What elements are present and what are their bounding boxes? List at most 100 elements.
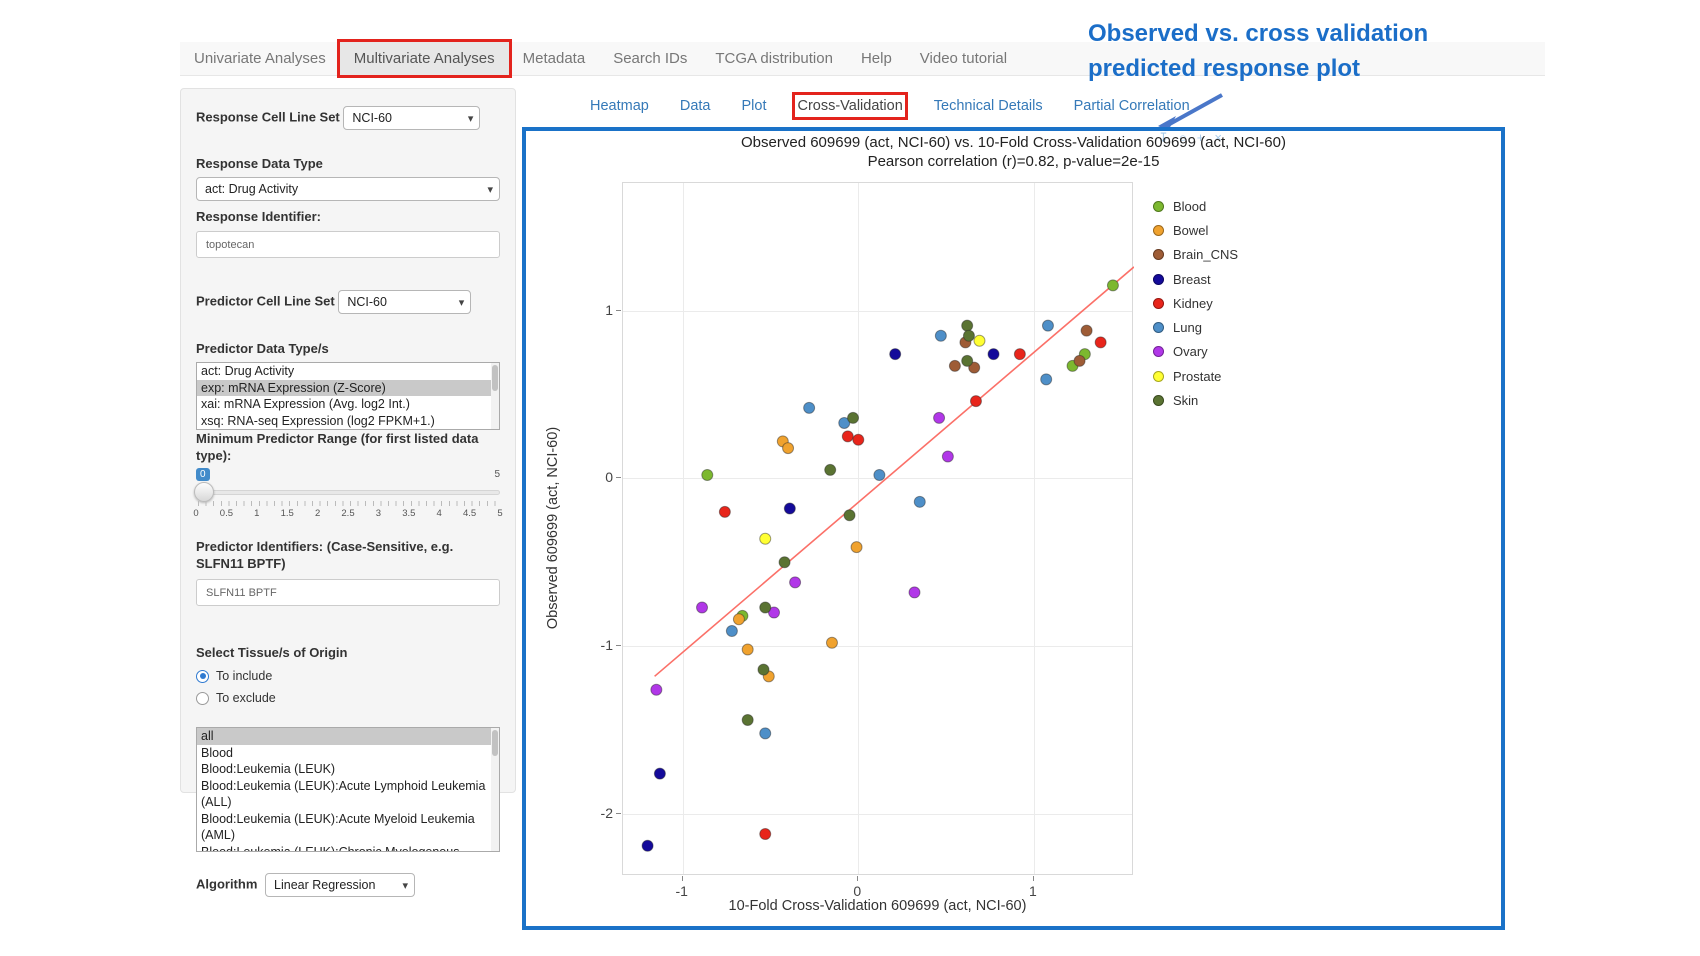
zoom-icon[interactable]: ○	[1178, 130, 1187, 145]
data-point-bowel[interactable]	[850, 541, 863, 554]
predictor-data-types-listbox[interactable]: act: Drug Activity exp: mRNA Expression (…	[196, 362, 500, 430]
data-point-skin[interactable]	[961, 319, 974, 332]
data-point-brain-cns[interactable]	[968, 361, 981, 374]
response-data-type-select[interactable]: act: Drug Activity ▾	[196, 177, 500, 201]
legend-item-blood[interactable]: Blood	[1153, 194, 1238, 218]
list-option-blood-leukemia-leuk-acute-lymphoid-leuke[interactable]: Blood:Leukemia (LEUK):Acute Lymphoid Leu…	[201, 778, 486, 810]
data-point-bowel[interactable]	[732, 613, 745, 626]
data-point-lung[interactable]	[803, 401, 816, 414]
data-point-lung[interactable]	[759, 727, 772, 740]
data-point-brain-cns[interactable]	[948, 359, 961, 372]
tab-heatmap[interactable]: Heatmap	[590, 98, 649, 114]
data-point-kidney[interactable]	[759, 828, 772, 841]
scrollbar[interactable]	[491, 728, 499, 851]
data-point-bowel[interactable]	[825, 636, 838, 649]
nav-item-multivariate-analyses[interactable]: Multivariate Analyses	[336, 39, 512, 78]
radio-to-exclude[interactable]: To exclude	[196, 691, 500, 705]
data-point-kidney[interactable]	[1013, 348, 1026, 361]
data-point-kidney[interactable]	[718, 505, 731, 518]
legend-item-kidney[interactable]: Kidney	[1153, 291, 1238, 315]
list-option-xai-mrna-expression-avg-log2-int[interactable]: xai: mRNA Expression (Avg. log2 Int.)	[201, 397, 410, 411]
data-point-breast[interactable]	[987, 348, 1000, 361]
tab-technical-details[interactable]: Technical Details	[933, 98, 1043, 114]
list-option-act-drug-activity[interactable]: act: Drug Activity	[201, 364, 295, 378]
radio-button-to-exclude[interactable]	[196, 691, 209, 705]
nav-item-video-tutorial[interactable]: Video tutorial	[919, 50, 1008, 67]
scatter-plot[interactable]	[623, 183, 1134, 876]
data-point-skin[interactable]	[757, 663, 770, 676]
data-point-ovary[interactable]	[941, 450, 954, 463]
nav-item-univariate-analyses[interactable]: Univariate Analyses	[194, 50, 326, 67]
data-point-lung[interactable]	[934, 329, 947, 342]
tissue-origin-listbox[interactable]: all Blood Blood:Leukemia (LEUK) Blood:Leuke…	[196, 727, 500, 852]
data-point-ovary[interactable]	[933, 411, 946, 424]
data-point-skin[interactable]	[961, 354, 974, 367]
radio-to-include[interactable]: To include	[196, 669, 500, 683]
data-point-skin[interactable]	[962, 329, 975, 342]
data-point-breast[interactable]	[641, 839, 654, 852]
data-point-skin[interactable]	[741, 713, 754, 726]
predictor-cell-line-set-select[interactable]: NCI-60 ▾	[338, 290, 472, 314]
data-point-bowel[interactable]	[741, 643, 754, 656]
tab-data[interactable]: Data	[679, 98, 711, 114]
data-point-kidney[interactable]	[1094, 336, 1107, 349]
data-point-ovary[interactable]	[768, 606, 781, 619]
data-point-skin[interactable]	[847, 411, 860, 424]
predictor-identifiers-input[interactable]: SLFN11 BPTF	[196, 579, 500, 606]
list-option-all[interactable]: all	[197, 728, 499, 745]
slider-track[interactable]	[196, 490, 500, 495]
data-point-prostate[interactable]	[759, 532, 772, 545]
close-icon[interactable]: ×	[1214, 130, 1222, 145]
data-point-ovary[interactable]	[789, 576, 802, 589]
tab-partial-correlation[interactable]: Partial Correlation	[1073, 98, 1190, 114]
data-point-kidney[interactable]	[852, 433, 865, 446]
data-point-breast[interactable]	[889, 348, 902, 361]
data-point-lung[interactable]	[838, 416, 851, 429]
data-point-lung[interactable]	[913, 495, 926, 508]
legend-item-ovary[interactable]: Ovary	[1153, 340, 1238, 364]
data-point-blood[interactable]	[1106, 279, 1119, 292]
list-option-blood-leukemia-leuk-acute-myeloid-leukem[interactable]: Blood:Leukemia (LEUK):Acute Myeloid Leuk…	[201, 811, 475, 843]
data-point-lung[interactable]	[873, 468, 886, 481]
response-identifier-input[interactable]: topotecan	[196, 231, 500, 258]
data-point-bowel[interactable]	[782, 442, 795, 455]
data-point-lung[interactable]	[1040, 373, 1053, 386]
legend-item-skin[interactable]: Skin	[1153, 388, 1238, 412]
data-point-ovary[interactable]	[696, 601, 709, 614]
data-point-skin[interactable]	[824, 463, 837, 476]
nav-item-tcga-distribution[interactable]: TCGA distribution	[715, 50, 833, 67]
legend-item-lung[interactable]: Lung	[1153, 315, 1238, 339]
legend-item-prostate[interactable]: Prostate	[1153, 364, 1238, 388]
algorithm-select[interactable]: Linear Regression ▾	[265, 873, 416, 897]
data-point-brain-cns[interactable]	[1080, 324, 1093, 337]
scrollbar[interactable]	[491, 363, 499, 429]
data-point-lung[interactable]	[725, 625, 738, 638]
data-point-skin[interactable]	[759, 601, 772, 614]
data-point-skin[interactable]	[778, 556, 791, 569]
data-point-prostate[interactable]	[973, 334, 986, 347]
response-cell-line-set-select[interactable]: NCI-60 ▾	[343, 106, 481, 130]
data-point-breast[interactable]	[653, 767, 666, 780]
list-option-blood-leukemia-leuk[interactable]: Blood:Leukemia (LEUK)	[201, 762, 336, 776]
list-option-blood[interactable]: Blood	[201, 745, 233, 760]
data-point-ovary[interactable]	[650, 683, 663, 696]
nav-item-search-ids[interactable]: Search IDs	[613, 50, 688, 67]
data-point-skin[interactable]	[843, 509, 856, 522]
legend-item-brain-cns[interactable]: Brain_CNS	[1153, 243, 1238, 267]
data-point-breast[interactable]	[783, 502, 796, 515]
radio-button-to-include[interactable]	[196, 669, 209, 683]
data-point-kidney[interactable]	[969, 395, 982, 408]
data-point-blood[interactable]	[701, 468, 714, 481]
data-point-brain-cns[interactable]	[1073, 354, 1086, 367]
nav-item-help[interactable]: Help	[860, 50, 892, 67]
nav-item-metadata[interactable]: Metadata	[522, 50, 586, 67]
tab-cross-validation[interactable]: Cross-Validation	[792, 92, 908, 120]
legend-item-bowel[interactable]: Bowel	[1153, 218, 1238, 242]
data-point-ovary[interactable]	[908, 586, 921, 599]
list-option-xsq-rna-seq-expression-log2-fpkm-1[interactable]: xsq: RNA-seq Expression (log2 FPKM+1.)	[201, 413, 435, 428]
data-point-kidney[interactable]	[841, 430, 854, 443]
list-option-exp-mrna-expression-z-score[interactable]: exp: mRNA Expression (Z-Score)	[197, 379, 499, 396]
legend-item-breast[interactable]: Breast	[1153, 267, 1238, 291]
slider-handle[interactable]	[194, 482, 214, 502]
download-icon[interactable]: ↧	[1158, 130, 1169, 145]
